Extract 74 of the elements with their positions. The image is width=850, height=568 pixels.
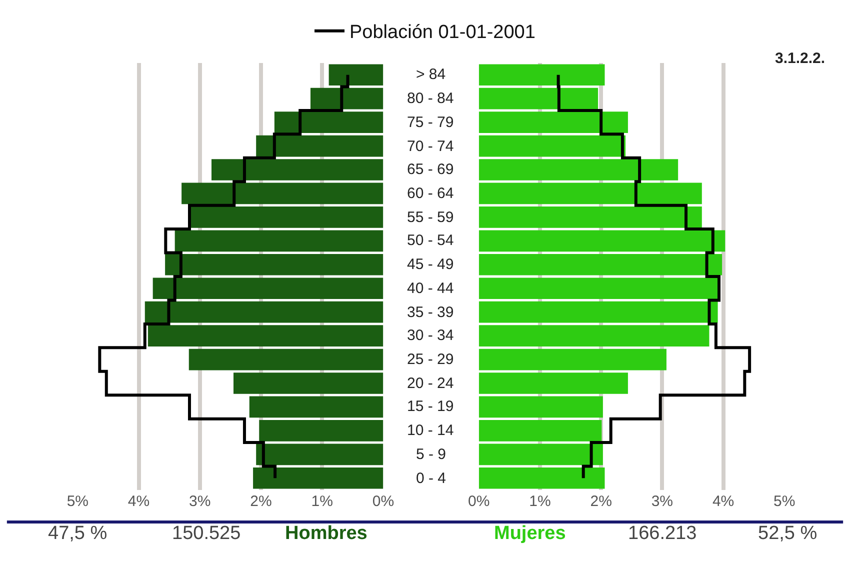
text: 52,5 % (758, 523, 818, 544)
bar (478, 88, 598, 110)
x-axis-title: Mujeres (494, 523, 566, 544)
y-tick-label: 55 - 59 (407, 209, 454, 226)
x-tick-label: 2% (590, 493, 612, 510)
bar (165, 254, 384, 276)
x-tick-label: 1% (311, 493, 333, 510)
bar (310, 88, 384, 110)
bar (189, 206, 384, 228)
bar (478, 348, 666, 370)
y-tick-label: 75 - 79 (407, 114, 454, 131)
bar (182, 182, 384, 204)
x-tick-label: 4% (128, 493, 150, 510)
text: 47,5 % (48, 523, 108, 544)
y-tick-label: 80 - 84 (407, 90, 454, 107)
bar (478, 372, 628, 394)
bar (478, 325, 710, 346)
bar (478, 467, 605, 489)
y-tick-label: 30 - 34 (407, 327, 454, 344)
bar (148, 325, 384, 346)
bar (144, 301, 384, 323)
bar (478, 420, 602, 442)
bar (188, 348, 384, 370)
y-tick-label: 65 - 69 (407, 161, 454, 178)
y-tick-label: 10 - 14 (407, 422, 454, 439)
x-tick-label: 0% (468, 493, 490, 510)
bar (478, 64, 605, 86)
y-tick-label: 40 - 44 (407, 280, 454, 297)
bar (478, 278, 720, 300)
bar (174, 230, 384, 252)
bar (259, 420, 384, 442)
y-tick-label: 0 - 4 (416, 470, 446, 487)
bar (478, 444, 603, 466)
y-tick-label: 50 - 54 (407, 232, 454, 249)
y-tick-label: 25 - 29 (407, 351, 454, 368)
y-tick-label: 60 - 64 (407, 185, 454, 202)
x-tick-label: 3% (189, 493, 211, 510)
bar (478, 206, 702, 228)
bar (478, 182, 702, 204)
bar (478, 396, 603, 418)
bar (256, 135, 384, 157)
legend-label: Población 01-01-2001 (350, 22, 536, 44)
x-tick-label: 1% (529, 493, 551, 510)
y-tick-label: 70 - 74 (407, 138, 454, 155)
x-tick-label: 2% (250, 493, 272, 510)
bar (152, 278, 384, 300)
x-tick-label: 5% (66, 493, 89, 510)
bar (478, 254, 722, 276)
y-tick-label: 20 - 24 (407, 375, 454, 392)
bar (478, 230, 726, 252)
bar (233, 372, 384, 394)
y-tick-label: 45 - 49 (407, 256, 454, 273)
annotation: 3.1.2.2. (775, 50, 826, 67)
bar (274, 112, 384, 133)
bar (249, 396, 384, 418)
y-tick-label: 15 - 19 (407, 398, 454, 415)
x-tick-label: 5% (774, 493, 796, 510)
bar (478, 301, 718, 323)
bar (256, 444, 384, 466)
x-tick-label: 4% (712, 493, 734, 510)
bar (478, 159, 678, 180)
y-tick-label: 35 - 39 (407, 304, 454, 321)
bar (211, 159, 384, 180)
x-tick-label: 0% (372, 493, 394, 510)
bar (253, 467, 384, 489)
x-tick-label: 3% (651, 493, 674, 510)
bar (478, 112, 628, 133)
bar (328, 64, 384, 86)
bar (478, 135, 626, 157)
text: 150.525 (172, 523, 241, 544)
y-tick-label: 5 - 9 (416, 446, 446, 463)
text: 166.213 (628, 523, 697, 544)
x-axis-title: Hombres (285, 523, 368, 544)
y-tick-label: > 84 (416, 66, 446, 83)
